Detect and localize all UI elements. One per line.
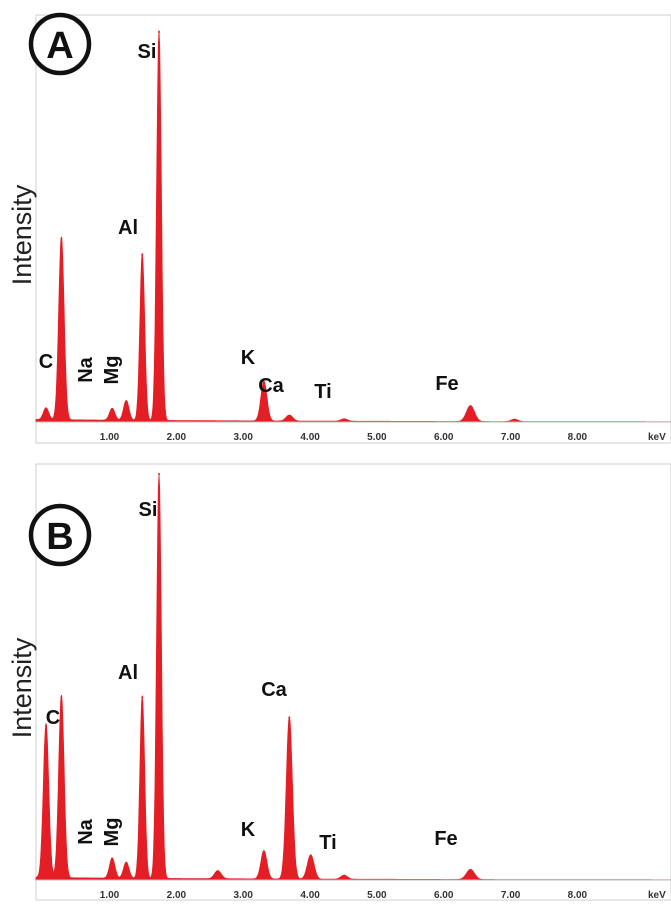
peak-label-c: C: [46, 707, 60, 729]
panel-badge-label: A: [46, 25, 73, 67]
peak-labels-a: C Na Mg Al Si KCa Ti Fe: [39, 41, 459, 403]
peak-label-ti: Ti: [319, 832, 336, 854]
panel-badge-label: B: [46, 516, 73, 558]
peak-mark-1: [60, 237, 63, 240]
x-tick-label: 8.00: [568, 432, 588, 443]
peak-mark-2: [111, 858, 114, 861]
peak-mark-9: [309, 854, 312, 857]
peak-mark-0: [45, 724, 47, 727]
peak-mark-4: [141, 253, 144, 256]
peak-mark-0: [45, 409, 47, 412]
peak-mark-3: [125, 401, 128, 404]
x-tick-label: 6.00: [434, 432, 454, 443]
spectrum-chart-b: 1.00 2.00 3.00 4.00 5.00 6.00 7.00 8.00 keV C Na…: [7, 463, 671, 901]
peak-label-mg: Mg: [101, 356, 123, 385]
peak-label-k: K: [241, 347, 256, 369]
x-tick-label: 5.00: [367, 432, 387, 443]
peak-mark-8: [343, 418, 346, 421]
peak-mark-2: [111, 409, 114, 412]
peak-mark-4: [141, 696, 144, 699]
peak-mark-7: [288, 415, 291, 417]
peak-mark-7: [262, 850, 265, 853]
x-tick-label: 1.00: [100, 432, 120, 443]
x-tick-label: 2.00: [167, 432, 187, 443]
peak-label-si: Si: [138, 41, 157, 63]
peak-label-na: Na: [75, 356, 97, 382]
x-tick-label: 3.00: [233, 432, 253, 443]
peak-mark-6: [216, 870, 219, 873]
peak-mark-3: [125, 862, 128, 865]
peak-label-ca: Ca: [258, 375, 284, 397]
peak-label-si: Si: [139, 499, 158, 521]
x-tick-label: 7.00: [501, 890, 521, 901]
panel-badge-a: A: [28, 12, 92, 76]
peak-labels-b: C Na Mg Al Si K Ca Ti Fe: [46, 499, 458, 854]
peak-label-ca: Ca: [261, 679, 287, 701]
x-tick-label: 2.00: [167, 890, 187, 901]
peak-mark-11: [469, 868, 472, 871]
x-tick-label: 1.00: [100, 890, 120, 901]
peak-mark-9: [469, 405, 472, 408]
peak-mark-6: [262, 381, 265, 384]
peak-label-na: Na: [75, 818, 97, 844]
peak-label-mg: Mg: [101, 818, 123, 847]
x-tick-label: 4.00: [300, 432, 320, 443]
peak-label-fe: Fe: [434, 828, 457, 850]
peak-label-al: Al: [118, 217, 138, 239]
peak-mark-5: [158, 31, 160, 33]
panel-badge-b: B: [28, 503, 92, 567]
x-tick-label: 3.00: [233, 890, 253, 901]
x-tick-label: 6.00: [434, 890, 454, 901]
spectrum-chart-a: 1.00 2.00 3.00 4.00 5.00 6.00 7.00 8.00 keV C Na…: [7, 12, 671, 444]
panel-badge-circle: [28, 12, 92, 76]
x-tick-label: 4.00: [300, 890, 320, 901]
x-tick-labels-b: 1.00 2.00 3.00 4.00 5.00 6.00 7.00 8.00: [100, 890, 588, 901]
spectrum-panel-b: 1.00 2.00 3.00 4.00 5.00 6.00 7.00 8.00 keV C Na…: [0, 452, 671, 908]
y-axis-label: Intensity: [7, 637, 37, 738]
spectrum-panel-a: 1.00 2.00 3.00 4.00 5.00 6.00 7.00 8.00 keV C Na…: [0, 0, 671, 452]
peak-mark-1: [60, 696, 63, 699]
panel-badge-circle: [28, 503, 92, 567]
peak-mark-10: [343, 874, 346, 877]
peak-mark-8: [288, 716, 291, 719]
x-tick-label: 8.00: [568, 890, 588, 901]
x-unit-label: keV: [648, 890, 666, 901]
x-tick-labels-a: 1.00 2.00 3.00 4.00 5.00 6.00 7.00 8.00: [100, 432, 588, 443]
peak-mark-5: [158, 473, 160, 475]
peak-label-al: Al: [118, 662, 138, 684]
y-axis-label: Intensity: [7, 184, 37, 285]
peak-mark-10: [513, 418, 516, 421]
peak-label-k: K: [241, 819, 256, 841]
x-tick-label: 5.00: [367, 890, 387, 901]
x-unit-label: keV: [648, 432, 666, 443]
peak-label-ti: Ti: [314, 381, 331, 403]
peak-label-fe: Fe: [435, 373, 458, 395]
peak-label-c: C: [39, 351, 53, 373]
x-tick-label: 7.00: [501, 432, 521, 443]
